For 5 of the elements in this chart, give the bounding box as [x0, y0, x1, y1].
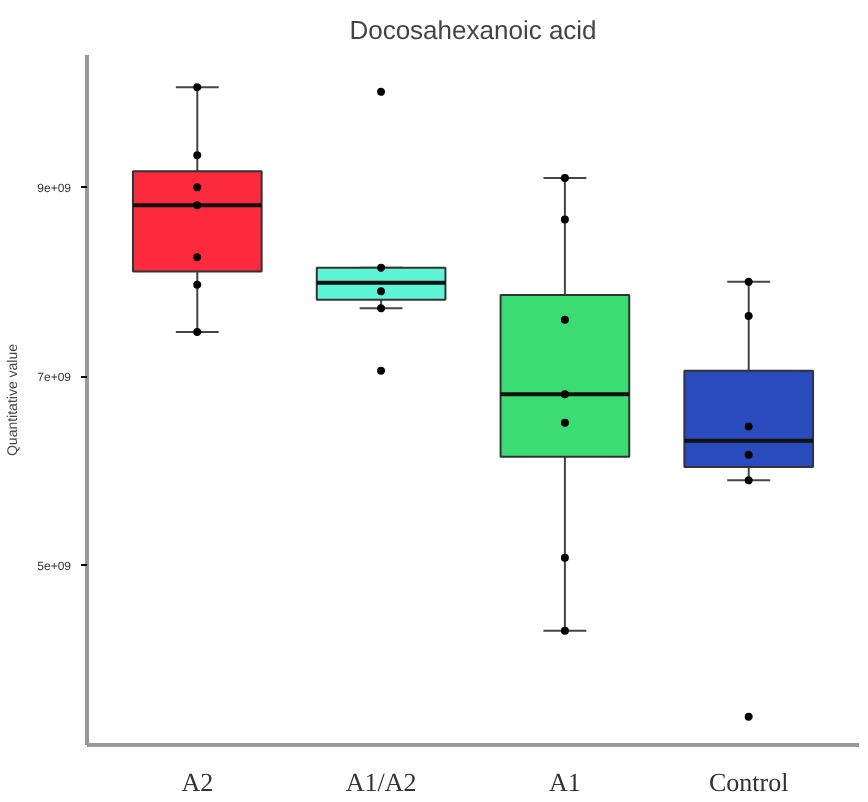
x-tick-label: Control: [708, 767, 790, 797]
x-tick-label: A2: [181, 767, 214, 797]
x-tick-label: A1: [549, 767, 581, 797]
chart-title: Docosahexanoic acid: [349, 15, 597, 45]
x-tick-label: A1/A2: [345, 767, 417, 797]
